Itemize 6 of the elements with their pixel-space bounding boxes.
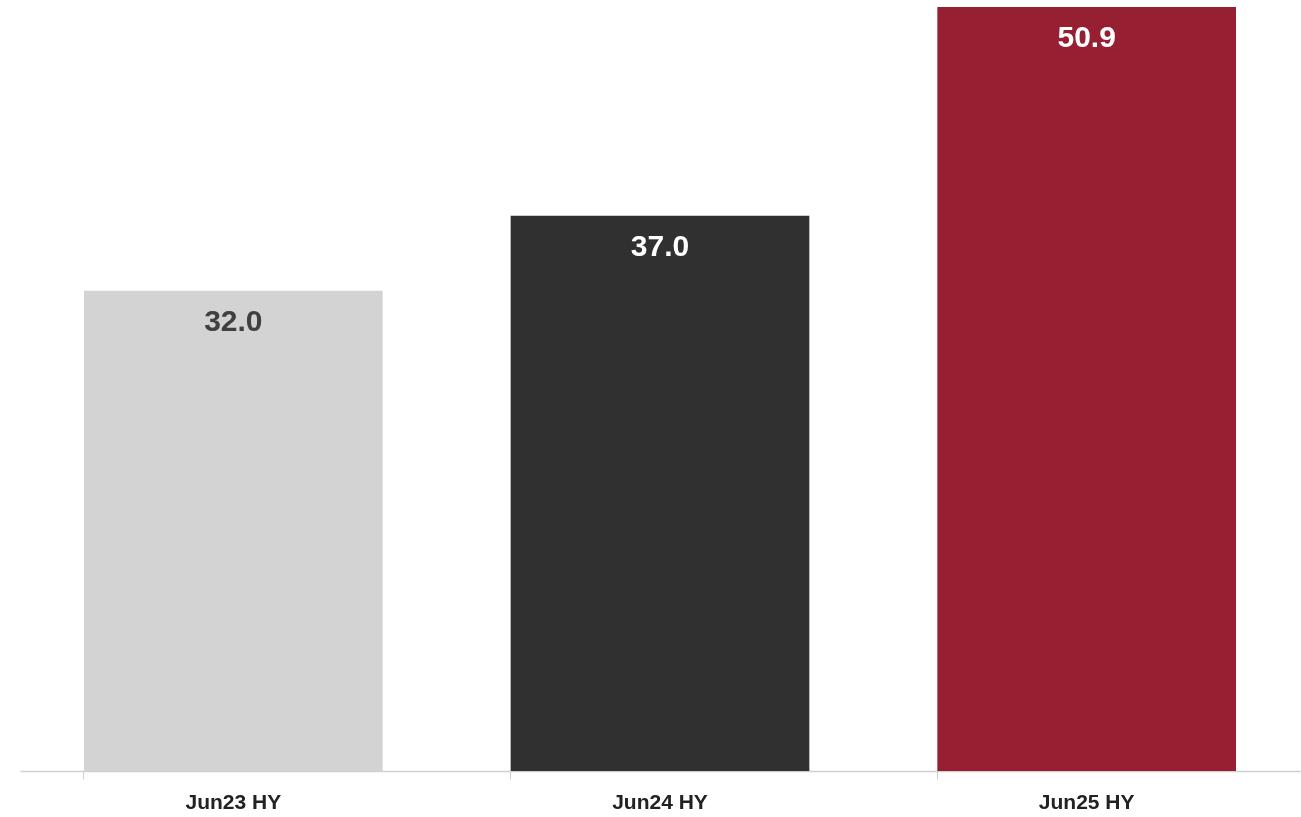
x-tick-label: Jun24 HY xyxy=(612,789,708,813)
x-tick-label: Jun25 HY xyxy=(1038,789,1135,813)
data-label: 37.0 xyxy=(630,228,690,262)
data-label: 50.9 xyxy=(1057,20,1116,53)
x-tick-label: Jun23 HY xyxy=(185,789,282,813)
data-label: 32.0 xyxy=(204,303,263,337)
